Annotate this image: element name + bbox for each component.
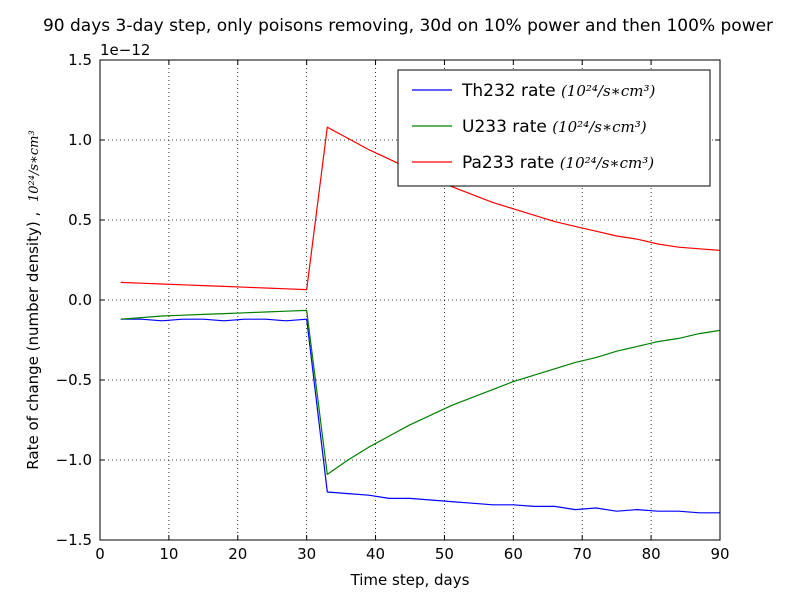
- y-tick-label: 0.0: [68, 291, 92, 309]
- series-line-th232: [120, 318, 720, 514]
- legend-label-th232: Th232 rate (10²⁴/s∗cm³): [461, 81, 656, 101]
- y-axis-label: Rate of change (number density) , 10²⁴/s…: [24, 130, 42, 469]
- x-axis-ticks: 0 10 20 30 40 50 60 70 80 90: [95, 60, 730, 563]
- x-axis-label: Time step, days: [350, 571, 470, 589]
- x-tick-label: 50: [435, 545, 454, 563]
- y-axis-label-text: Rate of change (number density) ,: [24, 212, 42, 470]
- x-tick-label: 90: [710, 545, 729, 563]
- y-tick-label: 0.5: [68, 211, 92, 229]
- y-tick-label: −0.5: [56, 371, 92, 389]
- x-tick-label: 60: [504, 545, 523, 563]
- y-axis-label-group: Rate of change (number density) , 10²⁴/s…: [24, 130, 42, 469]
- chart-title: 90 days 3-day step, only poisons removin…: [43, 16, 773, 36]
- y-tick-label: 1.5: [68, 51, 92, 69]
- y-tick-label: −1.5: [56, 531, 92, 549]
- y-tick-label: 1.0: [68, 131, 92, 149]
- x-tick-label: 40: [366, 545, 385, 563]
- x-tick-label: 70: [573, 545, 592, 563]
- legend-label-u233: U233 rate (10²⁴/s∗cm³): [462, 117, 647, 137]
- x-tick-label: 10: [159, 545, 178, 563]
- y-tick-label: −1.0: [56, 451, 92, 469]
- x-tick-label: 30: [297, 545, 316, 563]
- y-scale-offset-label: 1e−12: [100, 41, 150, 59]
- y-axis-ticks: −1.5 −1.0 −0.5 0.0 0.5 1.0 1.5: [56, 51, 720, 549]
- y-axis-label-unit: 10²⁴/s∗cm³: [27, 130, 42, 202]
- x-tick-label: 0: [95, 545, 105, 563]
- legend-box: [397, 69, 711, 187]
- x-tick-label: 20: [228, 545, 247, 563]
- legend: Th232 rate (10²⁴/s∗cm³) U233 rate (10²⁴/s…: [397, 69, 711, 187]
- legend-label-pa233: Pa233 rate (10²⁴/s∗cm³): [462, 153, 654, 173]
- series-line-u233: [120, 309, 721, 475]
- x-tick-label: 80: [642, 545, 661, 563]
